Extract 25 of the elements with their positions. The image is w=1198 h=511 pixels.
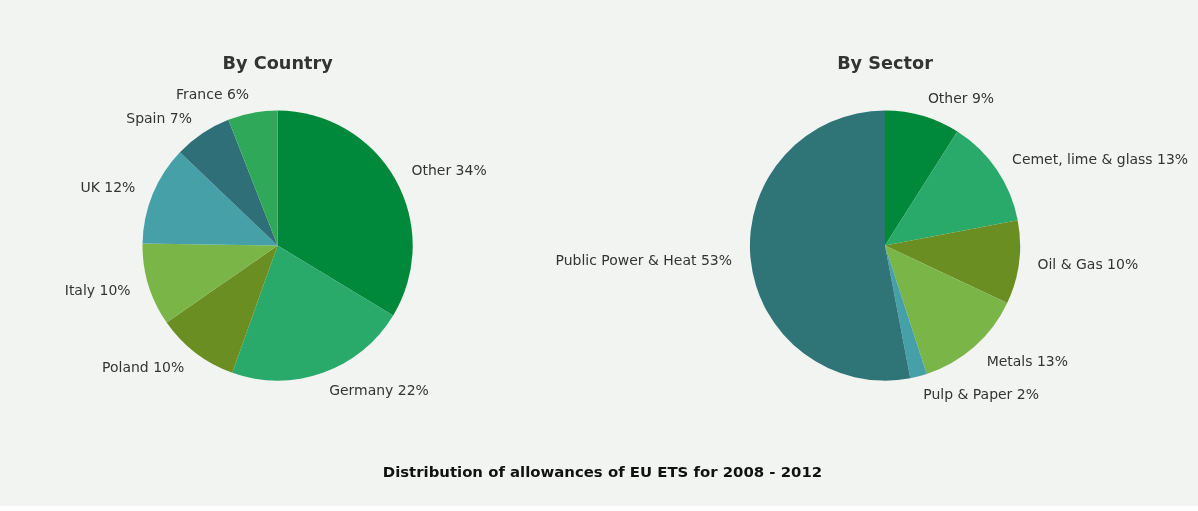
- slice-label: Other 9%: [927, 89, 995, 106]
- slice-label: France 6%: [176, 86, 250, 103]
- slice-label: Public Power & Heat 53%: [555, 251, 732, 268]
- slice-label: Italy 10%: [64, 281, 131, 298]
- slice-label: UK 12%: [80, 178, 136, 195]
- slice-label: Germany 22%: [329, 382, 429, 398]
- text: Distribution of allowances of EU ETS for 2008 - 2012: [382, 462, 823, 481]
- chart-title: By Country: [222, 53, 334, 74]
- chart-title: By Sector: [837, 53, 934, 74]
- pie-slice: [884, 110, 958, 246]
- pie-slice: [884, 245, 927, 379]
- pie-slice: [277, 110, 413, 316]
- slice-label: Poland 10%: [102, 359, 185, 376]
- slice-label: Oil & Gas 10%: [1037, 256, 1139, 273]
- pie-slice: [884, 220, 1020, 304]
- pie-slice: [228, 110, 278, 246]
- slice-label: Metals 13%: [986, 352, 1068, 369]
- slice-label: Pulp & Paper 2%: [923, 386, 1039, 403]
- pie-slice: [142, 243, 278, 323]
- pie-slice: [142, 152, 278, 246]
- pie-slice: [232, 245, 394, 381]
- slice-label: Cemet, lime & glass 13%: [1012, 150, 1189, 167]
- pie-slice: [749, 110, 911, 381]
- slice-label: Spain 7%: [126, 109, 192, 126]
- slice-label: Other 34%: [411, 161, 487, 178]
